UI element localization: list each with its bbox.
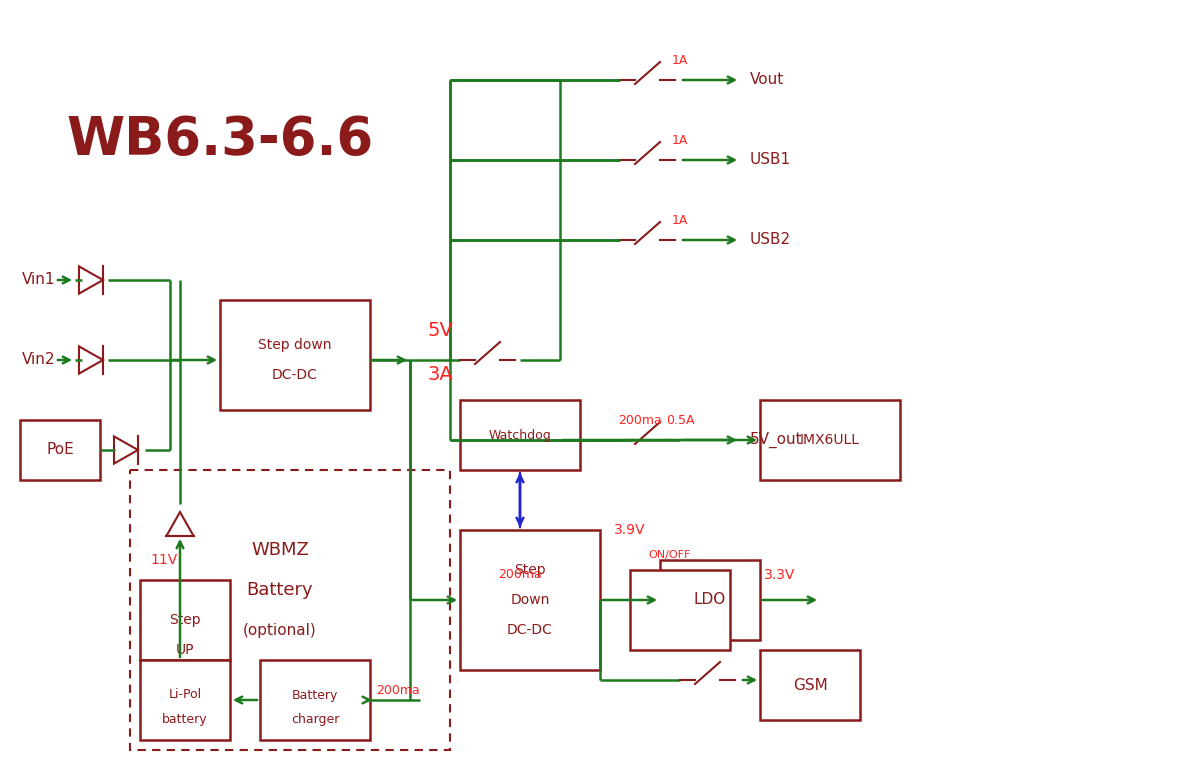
Bar bbox=[630, 570, 730, 650]
Text: WB6.3-6.6: WB6.3-6.6 bbox=[66, 114, 373, 166]
Text: USB1: USB1 bbox=[750, 152, 791, 168]
Text: DC-DC: DC-DC bbox=[508, 623, 553, 637]
Text: 0.5A: 0.5A bbox=[666, 414, 695, 427]
Bar bbox=[140, 660, 230, 740]
Text: 200ma: 200ma bbox=[498, 568, 542, 581]
Text: Vin2: Vin2 bbox=[22, 353, 55, 367]
Bar bbox=[220, 300, 370, 410]
Polygon shape bbox=[79, 347, 103, 373]
Text: Step: Step bbox=[514, 563, 546, 577]
Text: ON/OFF: ON/OFF bbox=[649, 550, 691, 560]
Bar bbox=[460, 400, 580, 470]
Text: USB2: USB2 bbox=[750, 233, 791, 248]
Text: 5V_out: 5V_out bbox=[750, 432, 803, 448]
Text: GSM: GSM bbox=[793, 678, 827, 692]
Text: battery: battery bbox=[162, 714, 208, 727]
Bar bbox=[140, 580, 230, 660]
Text: charger: charger bbox=[290, 714, 340, 727]
Text: Step: Step bbox=[169, 613, 200, 627]
Bar bbox=[260, 660, 370, 740]
Text: (optional): (optional) bbox=[244, 623, 317, 637]
Text: Watchdog: Watchdog bbox=[488, 428, 551, 441]
Text: WBMZ: WBMZ bbox=[251, 541, 308, 559]
Text: 3.3V: 3.3V bbox=[764, 568, 796, 582]
Text: Down: Down bbox=[510, 593, 550, 607]
Text: 3A: 3A bbox=[427, 366, 452, 385]
Text: Battery: Battery bbox=[292, 688, 338, 702]
Bar bbox=[660, 560, 760, 640]
Polygon shape bbox=[114, 436, 138, 464]
Text: 11V: 11V bbox=[150, 553, 178, 567]
Text: 200ma: 200ma bbox=[377, 683, 420, 696]
Text: UP: UP bbox=[175, 643, 194, 657]
Bar bbox=[130, 470, 450, 750]
Text: Battery: Battery bbox=[247, 581, 313, 599]
Text: Vin1: Vin1 bbox=[22, 272, 55, 288]
Bar bbox=[460, 530, 600, 670]
Text: Li-Pol: Li-Pol bbox=[168, 688, 202, 702]
Text: 200ma: 200ma bbox=[618, 414, 662, 427]
Polygon shape bbox=[167, 512, 193, 536]
Text: 1A: 1A bbox=[672, 54, 688, 67]
Text: 1A: 1A bbox=[672, 134, 688, 147]
Bar bbox=[760, 400, 900, 480]
Text: IMX6ULL: IMX6ULL bbox=[800, 433, 860, 447]
Text: LDO: LDO bbox=[694, 593, 726, 607]
Text: Vout: Vout bbox=[750, 73, 785, 87]
Text: 5V: 5V bbox=[427, 321, 452, 340]
Text: 1A: 1A bbox=[672, 213, 688, 226]
Polygon shape bbox=[79, 266, 103, 294]
Bar bbox=[760, 650, 860, 720]
Text: DC-DC: DC-DC bbox=[272, 368, 318, 382]
Text: 3.9V: 3.9V bbox=[614, 523, 646, 537]
Text: PoE: PoE bbox=[46, 442, 74, 457]
Bar bbox=[20, 420, 100, 480]
Text: Step down: Step down bbox=[258, 338, 331, 352]
